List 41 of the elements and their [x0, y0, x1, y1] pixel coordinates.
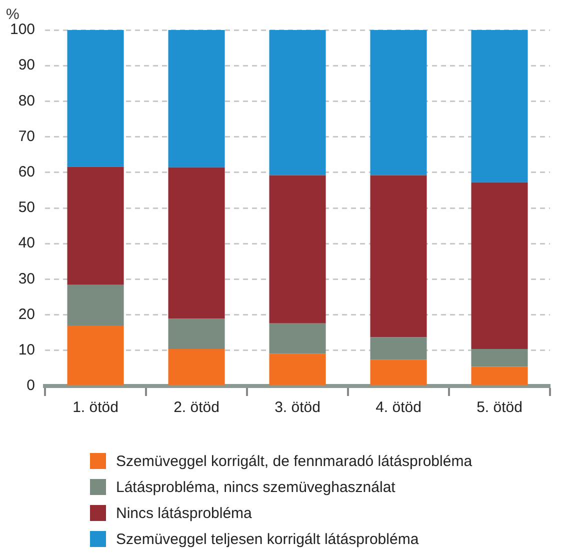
bar — [168, 30, 225, 168]
legend-label: Szemüveggel korrigált, de fennmaradó látásprobléma — [116, 452, 472, 470]
bar — [471, 30, 528, 182]
bar — [168, 318, 225, 349]
y-tick-label: 70 — [18, 128, 36, 145]
x-tick-label: 5. ötöd — [476, 399, 522, 416]
bar — [269, 354, 326, 386]
y-tick-label: 50 — [18, 199, 36, 216]
bar — [370, 337, 427, 360]
y-tick-label: 100 — [10, 21, 36, 38]
bar — [471, 348, 528, 367]
y-tick-label: 30 — [18, 270, 36, 288]
bar — [168, 167, 225, 319]
bar — [471, 182, 528, 349]
bar — [269, 175, 326, 324]
x-tick-label: 3. ötöd — [274, 399, 320, 416]
bar — [67, 284, 124, 326]
y-tick-label: 60 — [18, 164, 36, 181]
y-tick-label: 80 — [18, 92, 36, 110]
bar — [67, 166, 124, 285]
bar — [269, 323, 326, 354]
y-tick-label: 90 — [18, 56, 36, 74]
y-tick-label: 0 — [26, 377, 36, 394]
bar — [67, 325, 124, 386]
bar — [370, 30, 427, 176]
y-tick-label: 20 — [18, 306, 36, 323]
bar — [269, 30, 326, 176]
x-tick-label: 4. ötöd — [376, 399, 422, 416]
y-tick-label: 40 — [18, 234, 36, 252]
bar — [67, 30, 124, 167]
legend-label: Nincs látásprobléma — [116, 504, 252, 522]
y-tick-label: 10 — [18, 342, 36, 359]
x-tick-label: 1. ötöd — [72, 399, 118, 416]
x-tick-label: 2. ötöd — [174, 399, 220, 416]
bar — [370, 175, 427, 338]
bar — [168, 348, 225, 386]
bar — [370, 360, 427, 386]
bar — [471, 366, 528, 386]
legend-label: Látásprobléma, nincs szemüveghasználat — [116, 478, 396, 496]
y-axis-title: % — [6, 6, 20, 23]
legend-label: Szemüveggel teljesen korrigált látásprobléma — [116, 530, 419, 548]
